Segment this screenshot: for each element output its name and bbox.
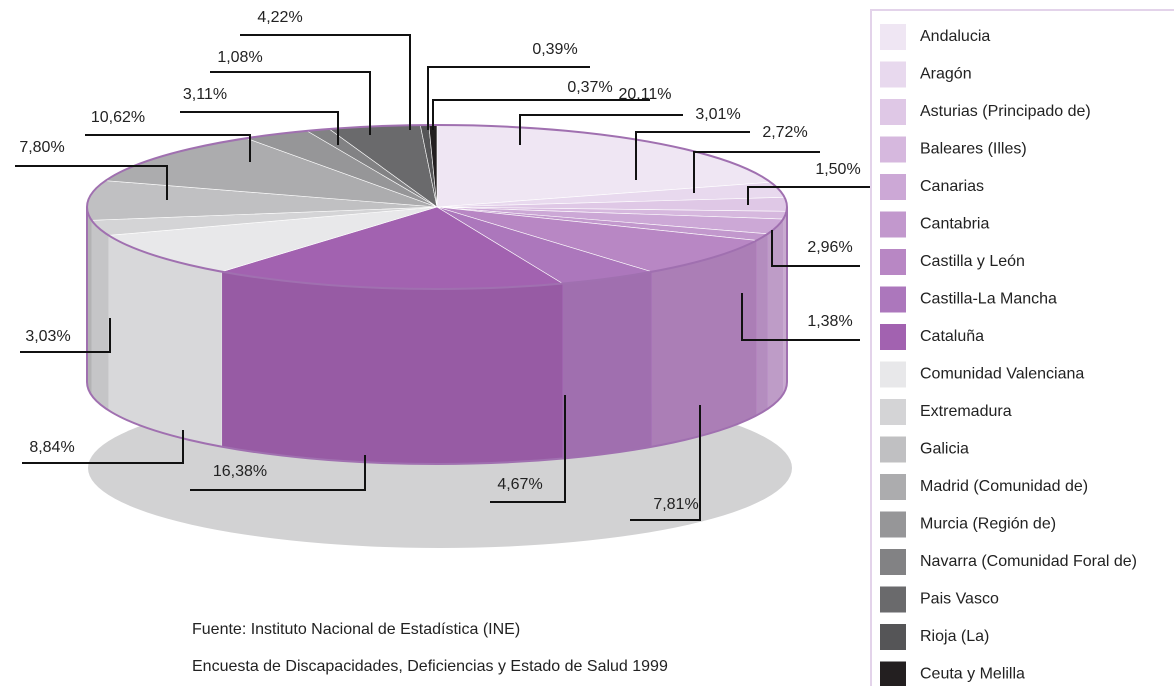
legend-swatch — [880, 436, 906, 463]
legend-label: Andalucia — [920, 28, 990, 45]
legend-swatch — [880, 211, 906, 238]
legend-swatch — [880, 474, 906, 500]
leader-line — [180, 111, 339, 145]
leader-line — [210, 71, 371, 135]
leader-line — [630, 405, 701, 521]
leader-line — [747, 186, 870, 205]
data-label: 0,37% — [567, 79, 612, 96]
slice-wall — [767, 218, 784, 410]
legend-label: Canarias — [920, 178, 984, 195]
leader-line — [22, 430, 184, 464]
leader-line — [240, 34, 411, 130]
data-label: 16,38% — [213, 463, 267, 480]
slice-wall — [562, 271, 652, 459]
legend-label: Cantabria — [920, 216, 989, 233]
legend-box — [870, 9, 1174, 686]
footnote: Fuente: Instituto Nacional de Estadístic… — [192, 621, 520, 638]
legend-label: Asturias (Principado de) — [920, 103, 1091, 120]
legend-label: Madrid (Comunidad de) — [920, 478, 1088, 495]
legend-swatch — [880, 136, 906, 163]
data-label: 7,80% — [19, 139, 64, 156]
data-label: 10,62% — [91, 109, 145, 126]
leader-line — [15, 165, 168, 200]
legend-swatch — [880, 624, 906, 650]
legend-swatch — [880, 286, 906, 313]
legend-label: Castilla-La Mancha — [920, 291, 1057, 308]
leader-line — [741, 293, 860, 341]
pie-outline-bottom — [86, 207, 788, 465]
data-label: 3,03% — [25, 328, 70, 345]
data-label: 7,81% — [653, 496, 698, 513]
data-label: 3,11% — [183, 86, 227, 103]
legend-swatch — [880, 586, 906, 613]
legend-label: Baleares (Illes) — [920, 141, 1027, 158]
footnote: Encuesta de Discapacidades, Deficiencias… — [192, 658, 668, 675]
slice-wall — [756, 233, 769, 416]
data-label: 4,22% — [257, 9, 302, 26]
legend-swatch — [880, 324, 906, 350]
legend-label: Galicia — [920, 441, 969, 458]
leader-line — [693, 151, 820, 193]
data-label: 2,72% — [762, 124, 807, 141]
legend-label: Murcia (Región de) — [920, 516, 1056, 533]
legend-swatch — [880, 174, 906, 200]
leader-line — [20, 318, 111, 353]
slice-wall — [221, 271, 563, 465]
pie-outline — [86, 124, 788, 290]
leader-line — [490, 395, 566, 503]
legend-swatch — [880, 249, 906, 275]
slice-wall — [91, 219, 109, 411]
legend-swatch — [880, 99, 906, 125]
legend-label: Pais Vasco — [920, 591, 999, 608]
legend-label: Comunidad Valenciana — [920, 366, 1084, 383]
legend-swatch — [880, 549, 906, 575]
legend-swatch — [880, 661, 906, 686]
data-label: 20,11% — [618, 86, 671, 103]
legend-label: Castilla y León — [920, 253, 1025, 270]
slice-wall — [651, 240, 757, 448]
leader-line — [190, 455, 366, 491]
leader-line — [432, 99, 650, 130]
leader-line — [427, 66, 590, 130]
data-label: 4,67% — [497, 476, 542, 493]
legend-swatch — [880, 511, 906, 538]
data-label: 0,39% — [532, 41, 577, 58]
legend-label: Navarra (Comunidad Foral de) — [920, 553, 1137, 570]
data-label: 1,38% — [807, 313, 852, 330]
data-label: 8,84% — [29, 439, 74, 456]
data-label: 2,96% — [807, 239, 852, 256]
legend-swatch — [880, 361, 906, 388]
data-label: 1,08% — [217, 49, 262, 66]
data-label: 1,50% — [815, 161, 860, 178]
legend-swatch — [880, 399, 906, 425]
legend-label: Cataluña — [920, 328, 984, 345]
legend-swatch — [880, 24, 906, 50]
leader-line — [85, 134, 251, 162]
leader-line — [771, 230, 860, 267]
legend-label: Aragón — [920, 66, 972, 83]
legend-swatch — [880, 61, 906, 88]
data-label: 3,01% — [695, 106, 740, 123]
leader-line — [635, 131, 750, 180]
legend-label: Extremadura — [920, 403, 1012, 420]
legend-label: Rioja (La) — [920, 628, 989, 645]
leader-line — [519, 114, 683, 145]
legend-label: Ceuta y Melilla — [920, 666, 1025, 683]
